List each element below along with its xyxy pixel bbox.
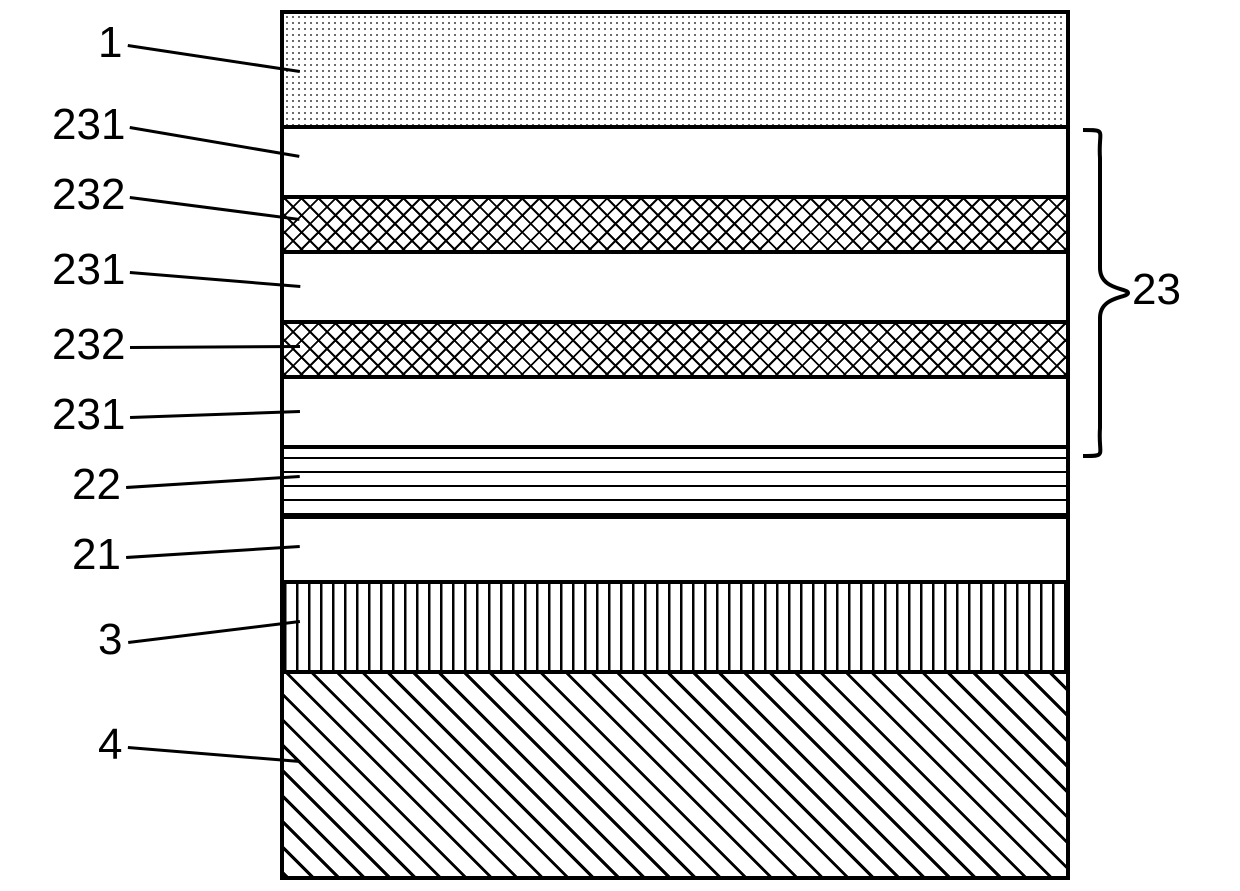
leader-line [128, 746, 300, 763]
layer-label: 232 [52, 170, 125, 220]
layer-stack [280, 10, 1070, 880]
layer-label: 231 [52, 100, 125, 150]
layer-label: 1 [98, 18, 122, 68]
layer-4 [284, 674, 1066, 876]
leader-line [128, 44, 300, 73]
leader-line [130, 345, 300, 349]
layer-label: 21 [72, 530, 121, 580]
layer-21 [284, 519, 1066, 584]
layer-label: 232 [52, 320, 125, 370]
layer-232a [284, 199, 1066, 254]
leader-line [130, 410, 300, 419]
layer-3 [284, 584, 1066, 674]
layer-1 [284, 14, 1066, 129]
layer-diagram: 23 [280, 10, 1220, 880]
layer-231c [284, 379, 1066, 449]
layer-231a [284, 129, 1066, 199]
brace-icon [1078, 128, 1133, 458]
layer-label: 22 [72, 460, 121, 510]
layer-22 [284, 449, 1066, 519]
layer-label: 3 [98, 615, 122, 665]
layer-232b [284, 324, 1066, 379]
layer-231b [284, 254, 1066, 324]
leader-line [130, 271, 300, 288]
leader-line [129, 126, 300, 158]
leader-line [128, 620, 300, 644]
group-label-23: 23 [1132, 265, 1181, 315]
leader-line [130, 196, 300, 221]
layer-label: 231 [52, 245, 125, 295]
leader-line [126, 475, 300, 489]
leader-line [126, 545, 300, 559]
layer-label: 4 [98, 720, 122, 770]
layer-label: 231 [52, 390, 125, 440]
